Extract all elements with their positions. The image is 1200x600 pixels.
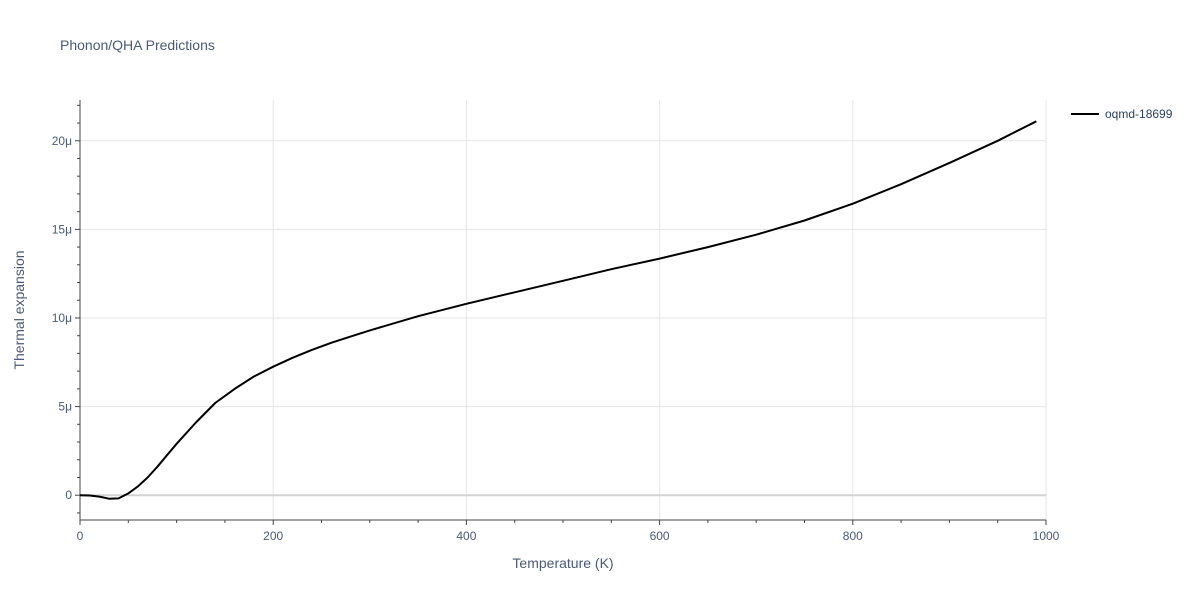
x-tick-label: 0 xyxy=(77,529,84,543)
x-tick-label: 200 xyxy=(263,529,283,543)
legend[interactable]: oqmd-18699 xyxy=(1071,107,1173,121)
axes: 0 200 400 600 800 1000 0 5μ 10μ 15μ 20μ xyxy=(52,100,1060,543)
series-line-oqmd-18699 xyxy=(79,120,1037,500)
y-tick-label: 0 xyxy=(65,488,72,502)
y-tick-label: 5μ xyxy=(58,400,72,414)
y-tick-label: 15μ xyxy=(52,222,72,236)
x-tick-label: 600 xyxy=(650,529,670,543)
y-axis-title: Thermal expansion xyxy=(11,250,27,369)
x-axis-title: Temperature (K) xyxy=(512,555,613,571)
y-tick-label: 20μ xyxy=(52,134,72,148)
x-tick-label: 800 xyxy=(843,529,863,543)
x-tick-label: 400 xyxy=(456,529,476,543)
plot-area xyxy=(79,120,1037,500)
y-tick-label: 10μ xyxy=(52,311,72,325)
chart-title: Phonon/QHA Predictions xyxy=(60,37,215,53)
x-tick-label: 1000 xyxy=(1033,529,1060,543)
legend-label-oqmd-18699: oqmd-18699 xyxy=(1105,107,1173,121)
grid xyxy=(80,100,1047,520)
